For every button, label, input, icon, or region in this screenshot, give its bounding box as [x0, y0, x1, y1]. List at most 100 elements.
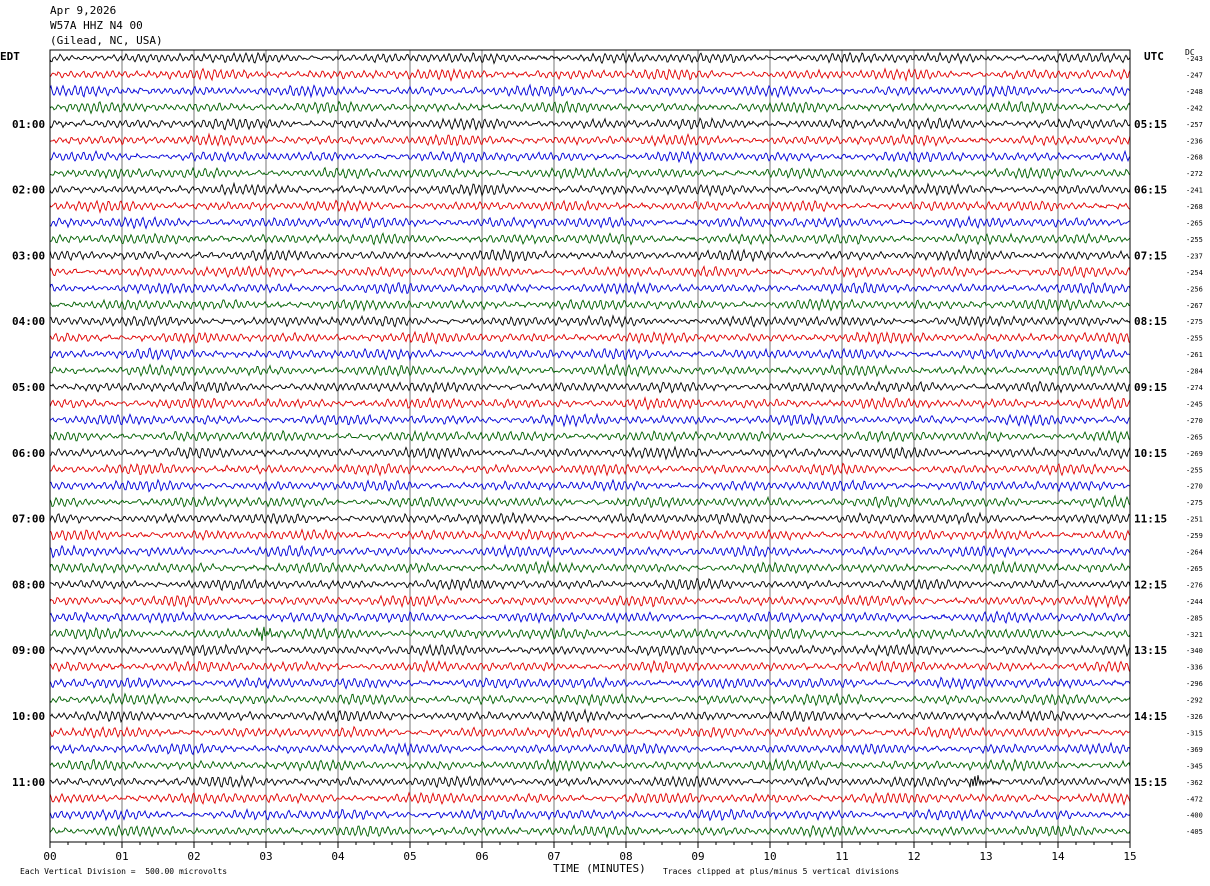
dc-offset-label: -255: [1186, 335, 1203, 343]
dc-offset-label: -284: [1186, 368, 1203, 376]
header-station: W57A HHZ N4 00: [50, 19, 143, 32]
left-hour-label: 08:00: [12, 578, 45, 591]
left-hour-label: 04:00: [12, 315, 45, 328]
trace-row-38: [49, 659, 1131, 674]
right-hour-label: 09:15: [1134, 381, 1167, 394]
dc-offset-label: -267: [1186, 302, 1203, 310]
trace-row-25: [49, 445, 1131, 461]
trace-row-20: [49, 363, 1131, 378]
trace-row-33: [49, 577, 1131, 592]
dc-offset-label: -256: [1186, 285, 1203, 293]
x-tick-label-02: 02: [187, 850, 200, 863]
dc-offset-label: -405: [1186, 828, 1203, 836]
dc-offset-label: -255: [1186, 236, 1203, 244]
right-hour-label: 11:15: [1134, 513, 1167, 526]
dc-offset-label: -241: [1186, 187, 1203, 195]
trace-row-10: [49, 199, 1131, 214]
dc-offset-label: -264: [1186, 549, 1203, 557]
x-tick-label-08: 08: [619, 850, 632, 863]
dc-offset-label: -270: [1186, 483, 1203, 491]
trace-row-5: [49, 116, 1131, 131]
dc-offset-label: -261: [1186, 351, 1203, 359]
trace-row-36: [49, 626, 1131, 641]
left-hour-label: 06:00: [12, 447, 45, 460]
left-hour-label: 05:00: [12, 381, 45, 394]
trace-group: [49, 51, 1131, 839]
trace-row-24: [49, 429, 1131, 444]
right-timezone-label: UTC: [1144, 50, 1164, 63]
x-tick-label-13: 13: [979, 850, 992, 863]
dc-offset-label: -326: [1186, 713, 1203, 721]
dc-offset-label: -336: [1186, 664, 1203, 672]
trace-row-27: [49, 478, 1131, 493]
trace-row-40: [49, 692, 1131, 707]
dc-offset-label: -275: [1186, 499, 1203, 507]
dc-offset-label: -369: [1186, 746, 1203, 754]
trace-row-30: [49, 528, 1131, 541]
x-tick-label-14: 14: [1051, 850, 1065, 863]
header-date: Apr 9,2026: [50, 4, 117, 17]
dc-offset-label: -248: [1186, 88, 1203, 96]
x-tick-label-05: 05: [403, 850, 416, 863]
dc-offset-label: -340: [1186, 647, 1203, 655]
header-location: (Gilead, NC, USA): [50, 34, 163, 47]
dc-offset-label: -274: [1186, 384, 1203, 392]
trace-row-42: [49, 725, 1131, 740]
x-tick-label-09: 09: [691, 850, 704, 863]
trace-row-46: [49, 791, 1131, 806]
trace-row-2: [49, 67, 1131, 82]
trace-row-8: [49, 166, 1131, 181]
dc-offset-label: -268: [1186, 154, 1203, 162]
x-tick-label-07: 07: [547, 850, 560, 863]
dc-offset-label: -242: [1186, 104, 1203, 112]
trace-row-13: [49, 248, 1131, 263]
x-tick-label-06: 06: [475, 850, 488, 863]
dc-offset-label: -251: [1186, 516, 1203, 524]
trace-row-35: [49, 610, 1131, 625]
trace-row-34: [49, 594, 1131, 609]
x-axis-title: TIME (MINUTES): [553, 862, 646, 875]
trace-row-12: [49, 232, 1131, 246]
trace-row-22: [49, 396, 1131, 411]
trace-row-6: [49, 132, 1131, 148]
trace-row-15: [49, 281, 1131, 296]
left-hour-label: 09:00: [12, 644, 45, 657]
x-tick-label-12: 12: [907, 850, 920, 863]
dc-offset-label: -236: [1186, 137, 1203, 145]
trace-row-17: [49, 314, 1131, 329]
trace-row-7: [49, 149, 1131, 165]
trace-row-26: [49, 462, 1131, 477]
trace-row-47: [49, 807, 1131, 822]
trace-row-1: [49, 51, 1131, 65]
x-tick-label-00: 00: [43, 850, 56, 863]
dc-offset-label: -321: [1186, 631, 1203, 639]
dc-offset-label: -296: [1186, 680, 1203, 688]
dc-offset-label: -265: [1186, 565, 1203, 573]
dc-offset-label: -315: [1186, 729, 1203, 737]
dc-offset-label: -292: [1186, 697, 1203, 705]
x-tick-label-01: 01: [115, 850, 128, 863]
trace-row-43: [49, 741, 1131, 757]
dc-label: DC: [1185, 48, 1195, 57]
left-hour-label: 03:00: [12, 249, 45, 262]
dc-offset-label: -400: [1186, 812, 1203, 820]
trace-row-44: [49, 757, 1131, 773]
trace-row-28: [49, 494, 1131, 509]
trace-row-41: [49, 708, 1131, 724]
dc-offset-label: -255: [1186, 466, 1203, 474]
trace-row-19: [49, 347, 1131, 362]
dc-offset-label: -265: [1186, 433, 1203, 441]
right-hour-label: 14:15: [1134, 710, 1167, 723]
plot-border: [49, 49, 1131, 843]
trace-row-16: [49, 298, 1130, 313]
trace-row-48: [49, 824, 1131, 839]
right-hour-label: 08:15: [1134, 315, 1167, 328]
clip-note: Traces clipped at plus/minus 5 vertical …: [663, 867, 900, 876]
trace-row-18: [49, 330, 1131, 345]
trace-row-39: [49, 676, 1131, 691]
trace-row-32: [49, 559, 1131, 575]
right-hour-label: 07:15: [1134, 249, 1167, 262]
dc-offset-label: -237: [1186, 252, 1203, 260]
trace-row-9: [49, 181, 1131, 198]
trace-row-21: [49, 380, 1131, 394]
